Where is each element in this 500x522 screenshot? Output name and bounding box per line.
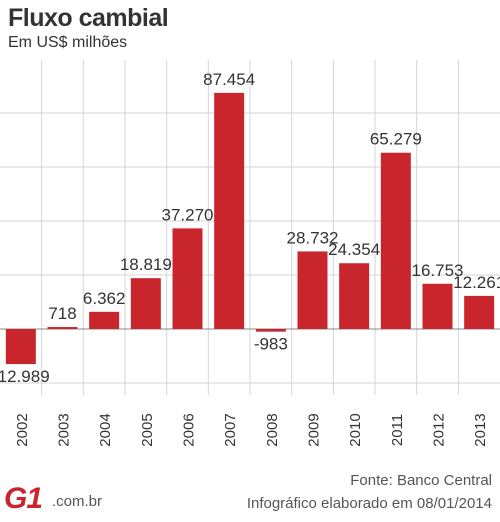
x-tick-2009: 2009 (306, 413, 323, 446)
bars (5, 92, 495, 365)
x-tick-2010: 2010 (347, 413, 364, 446)
logo-domain: .com.br (52, 493, 103, 510)
value-label-2010: 24.354 (328, 240, 380, 259)
value-label-2007: 87.454 (203, 70, 255, 89)
x-tick-2012: 2012 (431, 413, 448, 446)
value-label-2005: 18.819 (120, 255, 172, 274)
value-labels: -12.989 718 6.362 18.819 37.270 87.454 -983 28.… (0, 70, 500, 386)
value-label-2012: 16.753 (412, 261, 464, 280)
x-tick-labels: 2002 2003 2004 2005 2006 2007 2008 2009 2010 2011… (14, 413, 489, 446)
bar-2010 (339, 263, 370, 329)
bar-chart: -12.989 718 6.362 18.819 37.270 87.454 -983 28.… (0, 60, 500, 447)
value-label-2003: 718 (48, 304, 76, 323)
gridlines (0, 60, 500, 395)
value-label-2011: 65.279 (370, 130, 422, 149)
value-label-2009: 28.732 (287, 228, 339, 247)
x-tick-2011: 2011 (389, 414, 406, 446)
x-tick-2005: 2005 (139, 413, 156, 446)
bar-2011 (380, 152, 411, 329)
x-tick-2004: 2004 (97, 413, 114, 446)
x-tick-2008: 2008 (264, 413, 281, 446)
value-label-2002: -12.989 (0, 367, 50, 386)
bar-2002 (5, 329, 36, 365)
value-label-2013: 12.261 (453, 273, 500, 292)
chart-subtitle: Em US$ milhões (8, 34, 128, 51)
bar-2005 (130, 278, 161, 329)
chart-title: Fluxo cambial (8, 4, 169, 32)
credit-note: Infográfico elaborado em 08/01/2014 (246, 495, 492, 512)
x-tick-2007: 2007 (222, 413, 239, 446)
bar-2008 (255, 329, 286, 332)
bar-2012 (422, 283, 453, 329)
x-tick-2006: 2006 (181, 413, 198, 446)
bar-2009 (297, 251, 328, 329)
source-note: Fonte: Banco Central (350, 472, 492, 489)
x-tick-2002: 2002 (14, 413, 31, 446)
bar-2007 (214, 92, 245, 329)
bar-2006 (172, 228, 203, 329)
bar-2003 (47, 327, 78, 330)
x-tick-2013: 2013 (472, 413, 489, 446)
value-label-2008: -983 (254, 335, 288, 354)
g1-logo: G1 (4, 482, 43, 515)
value-label-2004: 6.362 (83, 289, 126, 308)
x-tick-2003: 2003 (56, 413, 73, 446)
bar-2004 (89, 311, 120, 329)
value-label-2006: 37.270 (162, 205, 214, 224)
bar-2013 (464, 295, 495, 329)
